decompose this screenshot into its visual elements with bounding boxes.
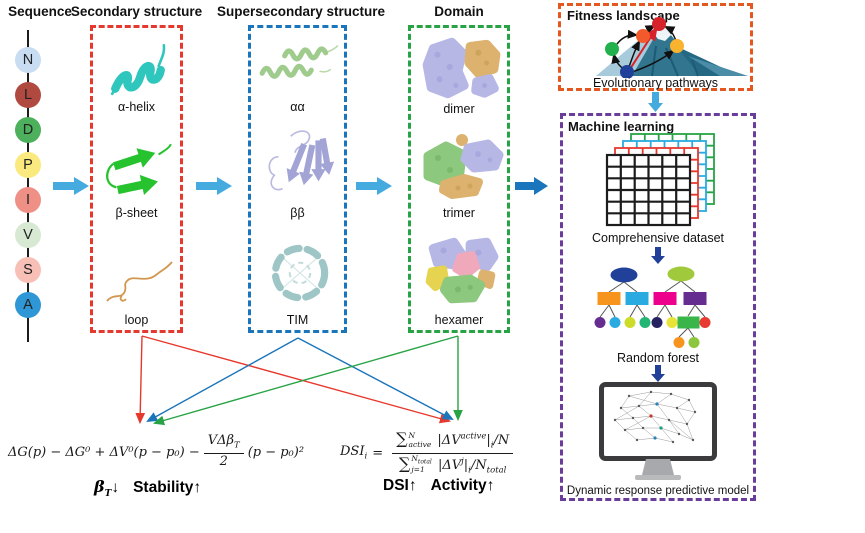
fitness-landscape-mountain-icon	[596, 17, 748, 78]
beta-beta-motif-icon	[268, 130, 334, 191]
fitness-landscape-box: Fitness landscape Evolutiona	[558, 3, 753, 91]
residue-bead: N	[15, 47, 41, 73]
stability-conclusion: βT ↓ Stability ↑	[94, 477, 202, 500]
secondary-item-label: β-sheet	[115, 206, 158, 220]
stability-equation-pre: ΔG(p) − ΔG⁰ + ΔV⁰(p − p₀) −	[8, 444, 200, 460]
forest-caption: Random forest	[617, 351, 699, 365]
trimer-structure-icon	[423, 134, 504, 199]
flow-arrow-down-icon	[648, 92, 663, 112]
up-arrow-glyph: ↑	[193, 479, 202, 496]
supersecondary-item-label: TIM	[286, 313, 309, 327]
down-arrow-glyph: ↓	[111, 479, 120, 496]
hexamer-structure-icon	[425, 237, 499, 304]
column-title-sequence: Sequence	[8, 4, 72, 19]
random-forest-icon	[594, 266, 711, 348]
residue-bead: I	[15, 187, 41, 213]
stability-equation-fraction: VΔβT 2	[203, 433, 244, 469]
domain-item-label: dimer	[443, 102, 475, 116]
up-arrow-glyph: ↑	[486, 477, 495, 494]
activity-label: Activity	[430, 477, 487, 494]
dataset-caption: Comprehensive dataset	[591, 231, 725, 245]
stability-label: Stability	[133, 479, 194, 496]
dataset-grid-stack-icon	[605, 133, 715, 227]
ml-title: Machine learning	[568, 119, 675, 134]
beta-sheet-ribbon-icon	[106, 143, 172, 195]
secondary-item-label: loop	[124, 313, 149, 327]
residue-bead: S	[15, 257, 41, 283]
up-arrow-glyph: ↑	[408, 477, 417, 494]
domain-item-label: trimer	[443, 206, 475, 220]
alpha-helix-ribbon-icon	[110, 43, 166, 96]
stability-equation-post: (p − p₀)²	[247, 444, 305, 460]
column-title-secondary: Secondary structure	[70, 4, 203, 19]
residue-bead: D	[15, 117, 41, 143]
ml-arrow-down-icon	[651, 247, 665, 264]
flow-arrow-right-icon	[53, 177, 89, 195]
chain-backbone-line	[27, 30, 29, 342]
flow-arrow-right-dark-icon	[515, 177, 548, 195]
supersecondary-item-label: ββ	[290, 206, 305, 220]
stability-equation: ΔG(p) − ΔG⁰ + ΔV⁰(p − p₀) − VΔβT 2 (p − …	[8, 433, 305, 469]
model-caption: Dynamic response predictive model	[566, 485, 750, 497]
residue-bead: P	[15, 152, 41, 178]
residue-bead: A	[15, 292, 41, 318]
fitness-caption: Evolutionary pathways	[592, 76, 719, 90]
dsi-conclusion: DSI ↑ Activity ↑	[383, 477, 494, 495]
machine-learning-box: Machine learning Comprehensive dataset	[560, 113, 756, 501]
supersecondary-item-label: αα	[290, 100, 305, 114]
secondary-item-label: α-helix	[117, 100, 156, 114]
supersecondary-structure-box: αα ββ TIM	[248, 25, 347, 333]
ml-arrow-down-icon	[651, 365, 665, 382]
domain-box: dimer trimer hexamer	[408, 25, 510, 333]
secondary-structure-box: α-helix β-sheet loop	[90, 25, 183, 333]
residue-bead: V	[15, 222, 41, 248]
alpha-alpha-motif-icon	[259, 45, 339, 79]
dsi-label: DSI	[383, 477, 409, 494]
column-title-domain: Domain	[434, 4, 484, 19]
dimer-structure-icon	[422, 37, 501, 99]
column-title-supersecondary: Supersecondary structure	[217, 4, 386, 19]
loop-ribbon-icon	[106, 261, 173, 302]
predictive-model-monitor-icon	[599, 382, 717, 480]
domain-item-label: hexamer	[434, 313, 484, 327]
fitness-title: Fitness landscape	[567, 8, 680, 23]
flow-arrow-right-icon	[196, 177, 232, 195]
tim-barrel-icon	[271, 244, 329, 302]
residue-bead: L	[15, 82, 41, 108]
flow-arrow-right-icon	[356, 177, 392, 195]
